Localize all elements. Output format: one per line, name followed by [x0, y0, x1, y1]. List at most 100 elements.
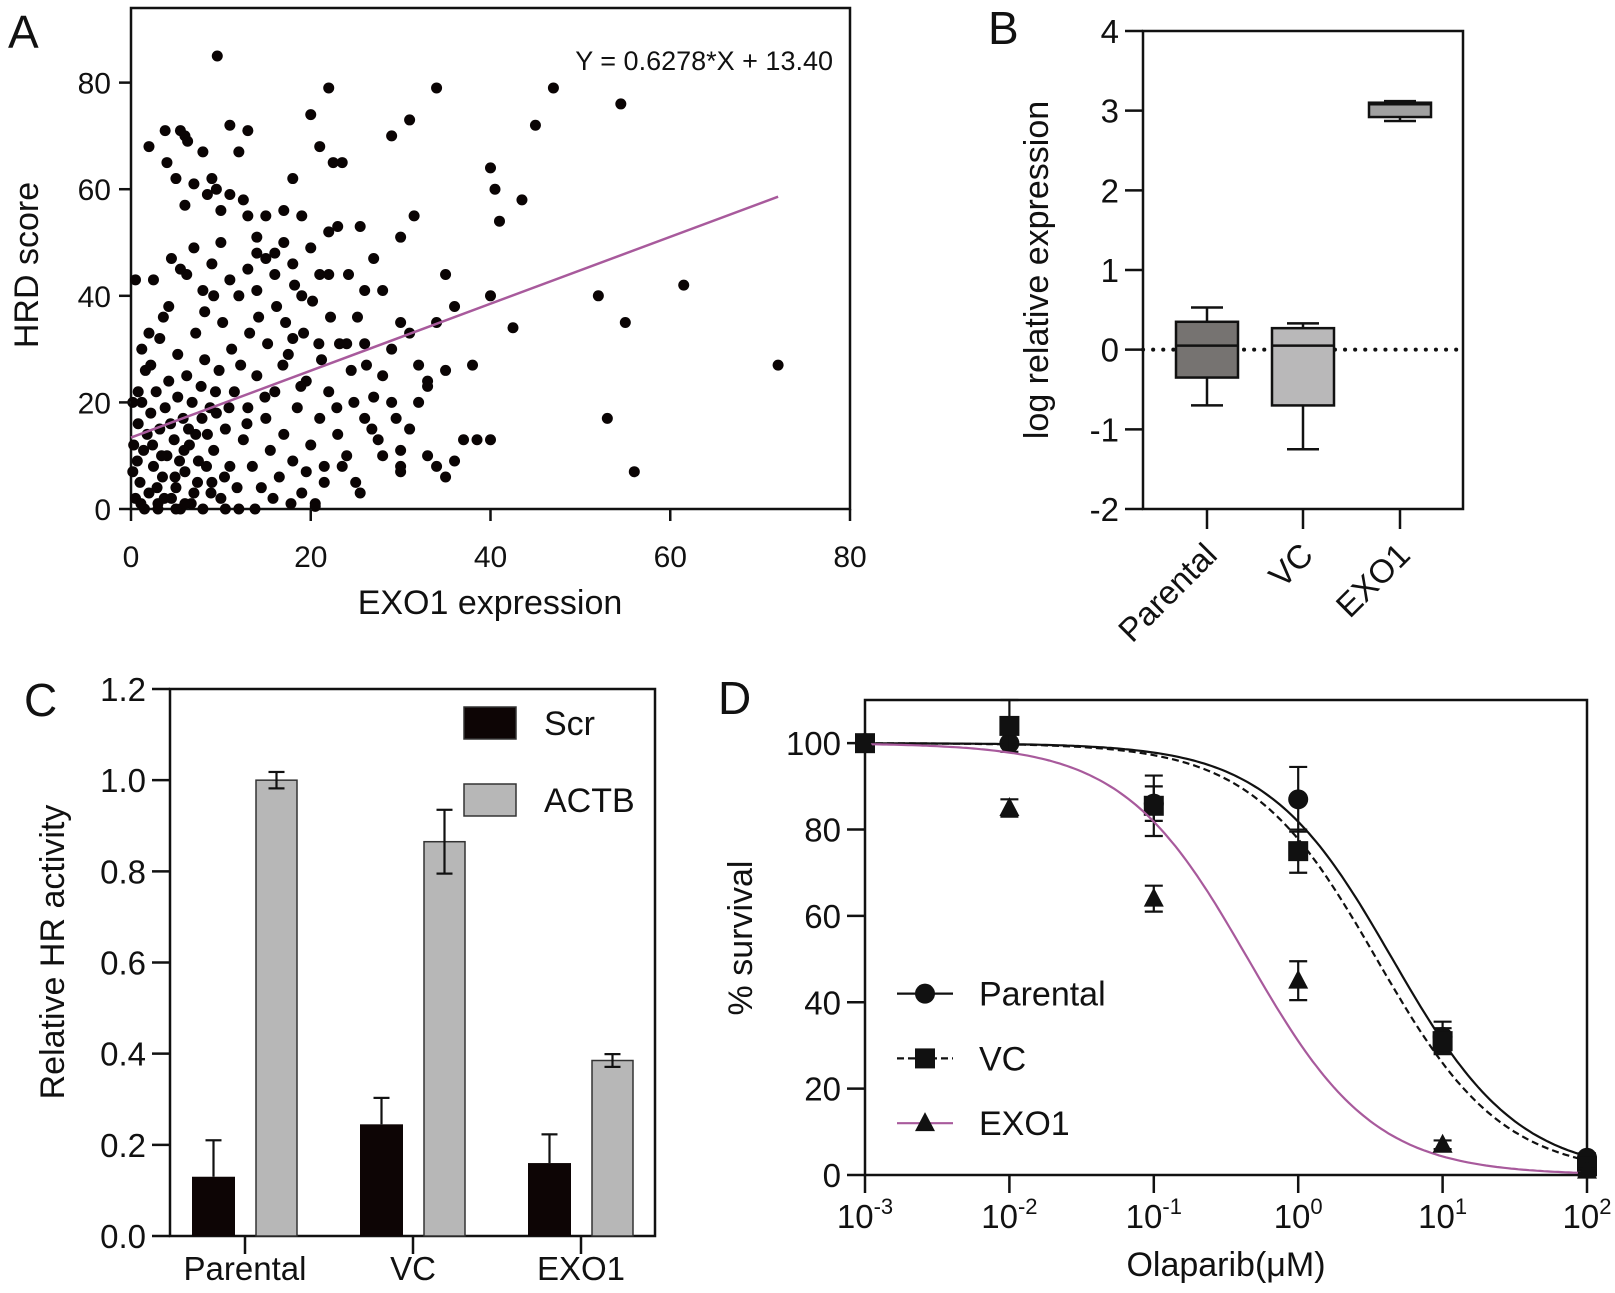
- panel-b-boxplot: B -2 -1 0 1 2 3 4 Parental VC EXO1 log relative exp…: [988, 2, 1465, 649]
- data-point: [168, 434, 180, 446]
- data-point: [139, 364, 151, 376]
- data-point: [143, 487, 155, 499]
- data-point: [267, 492, 279, 504]
- data-point: [163, 300, 175, 312]
- data-point: [372, 434, 384, 446]
- data-point: [316, 354, 328, 366]
- data-point: [287, 332, 299, 344]
- y-tick-label: 40: [804, 984, 841, 1021]
- triangle-marker: [1432, 1133, 1453, 1153]
- data-point: [377, 284, 389, 296]
- data-point: [360, 359, 372, 371]
- data-point: [228, 386, 240, 398]
- data-point: [332, 428, 344, 440]
- data-point: [269, 247, 281, 259]
- bar-actb: [255, 779, 298, 1237]
- y-tick-label: 100: [786, 725, 841, 762]
- y-tick-label: 60: [804, 898, 841, 935]
- data-point: [199, 354, 211, 366]
- data-point: [300, 466, 312, 478]
- data-point: [215, 205, 227, 217]
- x-tick-label: Parental: [184, 1250, 307, 1287]
- data-point: [127, 396, 139, 408]
- data-point: [249, 503, 261, 515]
- data-point: [336, 460, 348, 472]
- data-point: [269, 386, 281, 398]
- data-point: [295, 380, 307, 392]
- data-point: [223, 402, 235, 414]
- data-point: [350, 476, 362, 488]
- x-tick-label: 10-1: [1126, 1194, 1182, 1235]
- data-point: [211, 50, 223, 62]
- data-point: [323, 268, 335, 280]
- data-point: [404, 114, 416, 126]
- plot-frame: [168, 687, 657, 1238]
- data-point: [251, 284, 263, 296]
- y-tick-label: 4: [1101, 13, 1119, 50]
- data-point: [157, 311, 169, 323]
- data-point: [192, 455, 204, 467]
- data-point: [278, 205, 290, 217]
- data-point: [201, 189, 213, 201]
- data-point: [181, 370, 193, 382]
- data-point: [377, 370, 389, 382]
- legend-label: ACTB: [544, 782, 635, 820]
- tick-exponent: 0: [1310, 1194, 1322, 1219]
- data-point: [179, 199, 191, 211]
- data-point: [179, 466, 191, 478]
- data-point: [163, 375, 175, 387]
- data-point: [485, 162, 496, 174]
- data-point: [325, 311, 337, 323]
- triangle-marker: [1288, 969, 1309, 989]
- box-iqr: [1174, 320, 1240, 379]
- data-point: [226, 343, 238, 355]
- data-point: [271, 300, 283, 312]
- data-point: [186, 396, 198, 408]
- data-point: [404, 423, 416, 435]
- triangle-marker: [1577, 1159, 1597, 1179]
- data-point: [260, 253, 272, 264]
- data-point: [132, 418, 144, 430]
- data-point: [197, 146, 209, 158]
- data-point: [233, 290, 245, 302]
- data-point: [287, 258, 299, 270]
- data-point: [178, 444, 190, 456]
- fit-curve-vc: [865, 742, 1588, 1162]
- data-point: [296, 290, 308, 302]
- data-point: [150, 386, 162, 398]
- data-point: [208, 290, 220, 302]
- data-point: [195, 380, 207, 392]
- bar-scr: [192, 1176, 235, 1236]
- data-point: [282, 348, 294, 360]
- data-point: [342, 268, 354, 280]
- data-point: [253, 311, 265, 323]
- x-tick-label: 0: [123, 541, 140, 574]
- data-point: [287, 173, 299, 185]
- y-tick-label: 1.0: [100, 762, 146, 799]
- tick-exponent: -2: [1018, 1194, 1038, 1219]
- y-tick-label: 1.2: [100, 671, 146, 708]
- x-tick-label: EXO1: [537, 1250, 625, 1287]
- data-point: [485, 290, 496, 302]
- data-point: [298, 327, 310, 339]
- data-point: [197, 503, 209, 515]
- data-point: [233, 503, 245, 515]
- data-point: [408, 210, 420, 222]
- fit-curve-parental: [865, 742, 1588, 1158]
- x-tick-label: 102: [1563, 1194, 1612, 1235]
- circle-marker: [915, 983, 935, 1004]
- data-point: [251, 231, 263, 243]
- data-point: [386, 396, 398, 408]
- data-point: [547, 82, 559, 94]
- y-tick-label: 3: [1101, 93, 1119, 130]
- data-point: [601, 412, 613, 424]
- bar-actb: [423, 840, 466, 1237]
- plot-frame: [129, 6, 852, 511]
- data-point: [134, 476, 146, 488]
- data-point: [235, 359, 247, 371]
- data-point: [516, 194, 528, 206]
- data-point: [174, 125, 186, 137]
- data-point: [190, 327, 202, 339]
- data-point: [208, 444, 220, 456]
